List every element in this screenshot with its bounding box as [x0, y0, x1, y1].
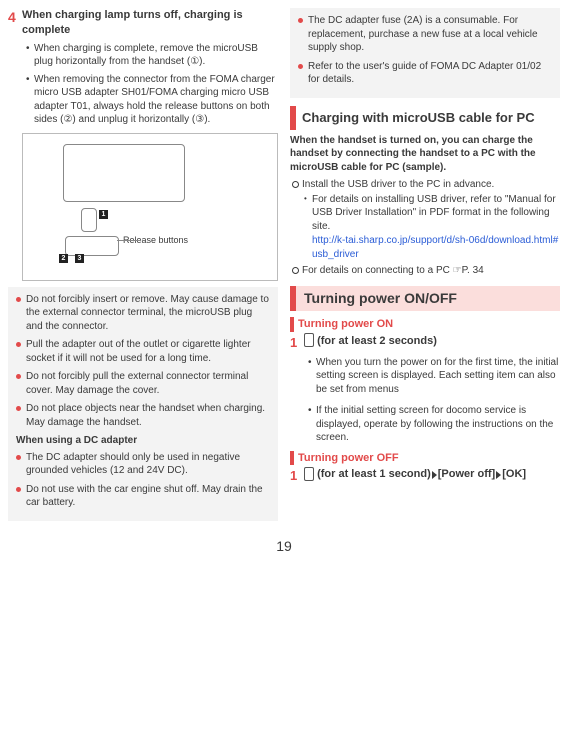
pointer-icon: ☞	[453, 265, 462, 276]
step-4-heading: 4 When charging lamp turns off, charging…	[8, 8, 278, 38]
text: For details on connecting to a PC	[302, 265, 453, 276]
power-on-bullets: When you turn the power on for the first…	[290, 356, 560, 397]
text: The DC adapter fuse (2A) is a consumable…	[308, 15, 538, 53]
text: Do not forcibly pull the external connec…	[26, 371, 248, 396]
list-item: Do not place objects near the handset wh…	[16, 402, 270, 429]
text: When you turn the power on for the first…	[316, 357, 558, 395]
list-item: For details on connecting to a PC ☞P. 34	[290, 264, 560, 278]
text: Install the USB driver to the PC in adva…	[302, 179, 494, 190]
text: When charging is complete, remove the mi…	[34, 43, 258, 68]
power-off-heading: Turning power OFF	[290, 451, 560, 466]
release-buttons-diagram: 1 2 3 Release buttons	[22, 133, 278, 281]
charging-intro: When the handset is turned on, you can c…	[290, 134, 560, 175]
text: Pull the adapter out of the outlet or ci…	[26, 339, 251, 364]
arrow-icon	[496, 471, 501, 479]
list-item: Refer to the user's guide of FOMA DC Ada…	[298, 60, 552, 87]
charging-details: Install the USB driver to the PC in adva…	[290, 178, 560, 278]
usb-driver-url[interactable]: http://k-tai.sharp.co.jp/support/d/sh-06…	[312, 234, 560, 261]
page-number: 19	[8, 537, 560, 556]
sub-item: For details on installing USB driver, re…	[302, 193, 560, 262]
left-column: 4 When charging lamp turns off, charging…	[8, 8, 278, 521]
power-off-step: 1 (for at least 1 second) [Power off] [OK]	[290, 467, 560, 485]
text: Do not use with the car engine shut off.…	[26, 484, 263, 509]
text: (for at least 2 seconds)	[317, 335, 437, 347]
power-key-icon	[304, 467, 314, 481]
arrow-icon	[432, 471, 437, 479]
step-number: 4	[8, 8, 20, 27]
list-item: The DC adapter should only be used in ne…	[16, 451, 270, 478]
power-on-bullets-2: If the initial setting screen for docomo…	[290, 404, 560, 445]
text: P.	[462, 265, 470, 276]
caution-notes-box: Do not forcibly insert or remove. May ca…	[8, 287, 278, 521]
text: The DC adapter should only be used in ne…	[26, 452, 240, 477]
list-item: Install the USB driver to the PC in adva…	[290, 178, 560, 261]
text: When removing the connector from the FOM…	[34, 74, 275, 126]
text: If the initial setting screen for docomo…	[316, 405, 553, 443]
list-item: When charging is complete, remove the mi…	[26, 42, 278, 69]
step-number: 1	[290, 467, 302, 485]
list-item: The DC adapter fuse (2A) is a consumable…	[298, 14, 552, 55]
top-notes-box: The DC adapter fuse (2A) is a consumable…	[290, 8, 560, 98]
list-item: Pull the adapter out of the outlet or ci…	[16, 338, 270, 365]
step-title: When charging lamp turns off, charging i…	[22, 8, 278, 38]
step-text: (for at least 2 seconds)	[304, 334, 560, 352]
power-on-step: 1 (for at least 2 seconds)	[290, 334, 560, 352]
notes-subheading: When using a DC adapter	[16, 434, 270, 448]
list-item: Do not use with the car engine shut off.…	[16, 483, 270, 510]
text: Do not forcibly insert or remove. May ca…	[26, 294, 269, 332]
page-ref: 34	[473, 264, 484, 278]
text: For details on installing USB driver, re…	[312, 194, 556, 232]
section-power: Turning power ON/OFF	[290, 286, 560, 312]
text: (for at least 1 second)	[317, 468, 431, 480]
list-item: When you turn the power on for the first…	[308, 356, 560, 397]
list-item: Do not forcibly pull the external connec…	[16, 370, 270, 397]
text: [Power off]	[438, 468, 495, 480]
list-item: Do not forcibly insert or remove. May ca…	[16, 293, 270, 334]
step-text: (for at least 1 second) [Power off] [OK]	[304, 467, 560, 485]
step-number: 1	[290, 334, 302, 352]
right-column: The DC adapter fuse (2A) is a consumable…	[290, 8, 560, 521]
step-bullets: When charging is complete, remove the mi…	[8, 42, 278, 127]
text: Refer to the user's guide of FOMA DC Ada…	[308, 61, 541, 86]
power-key-icon	[304, 333, 314, 347]
text: Do not place objects near the handset wh…	[26, 403, 265, 428]
section-charging-pc: Charging with microUSB cable for PC	[290, 106, 560, 130]
power-on-heading: Turning power ON	[290, 317, 560, 332]
list-item: When removing the connector from the FOM…	[26, 73, 278, 127]
list-item: If the initial setting screen for docomo…	[308, 404, 560, 445]
text: [OK]	[502, 468, 526, 480]
